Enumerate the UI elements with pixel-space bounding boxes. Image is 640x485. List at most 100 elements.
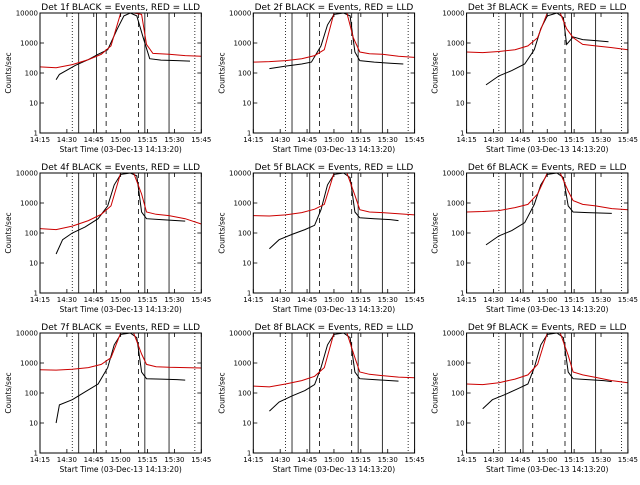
y-tick-label: 1 — [247, 130, 251, 138]
chart-title: Det 7f BLACK = Events, RED = LLD — [41, 323, 200, 333]
plot-frame — [466, 172, 629, 294]
y-tick-label: 1 — [247, 450, 251, 458]
lld-line — [253, 333, 415, 388]
x-tick-label: 14:30 — [270, 136, 290, 144]
x-tick-label: 15:15 — [351, 136, 371, 144]
x-tick-label: 15:30 — [591, 456, 611, 464]
chart-panel-7: Det 7f BLACK = Events, RED = LLD 1 10 100 10… — [4, 323, 211, 474]
y-tick-label: 10 — [242, 260, 251, 268]
x-tick-label: 14:30 — [483, 136, 503, 144]
chart-title: Det 1f BLACK = Events, RED = LLD — [41, 3, 200, 13]
lld-line — [253, 13, 415, 63]
y-tick-label: 10000 — [229, 170, 251, 178]
y-axis-label: Counts/sec — [217, 372, 226, 413]
events-line — [55, 173, 186, 255]
x-tick-label: 15:45 — [191, 136, 211, 144]
y-tick-label: 10 — [242, 100, 251, 108]
x-tick-label: 14:45 — [297, 296, 317, 304]
x-tick-label: 15:00 — [324, 136, 344, 144]
y-tick-label: 1 — [460, 290, 464, 298]
x-tick-label: 15:00 — [324, 456, 344, 464]
x-tick-label: 14:15 — [457, 136, 477, 144]
x-tick-label: 15:15 — [564, 136, 584, 144]
x-tick-label: 15:45 — [405, 136, 425, 144]
x-tick-label: 14:45 — [510, 136, 530, 144]
chart-panel-8: Det 8f BLACK = Events, RED = LLD 1 10 100 10… — [217, 323, 424, 474]
chart-panel-1: Det 1f BLACK = Events, RED = LLD 1 10 100 10… — [4, 3, 211, 154]
y-tick-label: 1000 — [447, 200, 465, 208]
x-tick-label: 14:15 — [30, 136, 50, 144]
lld-line — [466, 173, 628, 213]
x-tick-label: 14:30 — [57, 456, 77, 464]
y-tick-label: 100 — [25, 390, 38, 398]
x-axis-label: Start Time (03-Dec-13 14:13:20) — [59, 305, 181, 314]
y-tick-label: 10 — [29, 420, 38, 428]
x-axis-label: Start Time (03-Dec-13 14:13:20) — [59, 465, 181, 474]
y-tick-label: 100 — [25, 230, 38, 238]
x-tick-label: 14:45 — [84, 456, 104, 464]
x-tick-label: 15:00 — [537, 136, 557, 144]
x-tick-label: 14:45 — [84, 296, 104, 304]
plot-frame — [252, 332, 416, 454]
x-axis-label: Start Time (03-Dec-13 14:13:20) — [486, 465, 608, 474]
y-axis-label: Counts/sec — [431, 372, 440, 413]
x-tick-label: 15:00 — [111, 456, 131, 464]
y-tick-label: 10 — [29, 260, 38, 268]
x-axis-label: Start Time (03-Dec-13 14:13:20) — [273, 305, 395, 314]
y-tick-label: 1000 — [20, 200, 38, 208]
chart-title: Det 6f BLACK = Events, RED = LLD — [468, 163, 627, 173]
y-axis-label: Counts/sec — [4, 52, 13, 93]
x-tick-label: 15:30 — [591, 296, 611, 304]
lld-line — [466, 13, 628, 54]
y-tick-label: 10000 — [16, 170, 38, 178]
lld-line — [253, 173, 415, 217]
x-axis-label: Start Time (03-Dec-13 14:13:20) — [486, 145, 608, 154]
x-tick-label: 15:30 — [378, 296, 398, 304]
x-tick-label: 15:00 — [537, 456, 557, 464]
plot-frame — [252, 12, 416, 134]
y-tick-label: 100 — [451, 390, 464, 398]
chart-title: Det 3f BLACK = Events, RED = LLD — [468, 3, 627, 13]
y-tick-label: 100 — [451, 70, 464, 78]
events-line — [55, 13, 191, 80]
plot-frame — [39, 332, 202, 454]
x-tick-label: 15:00 — [324, 296, 344, 304]
y-tick-label: 10 — [29, 100, 38, 108]
y-tick-label: 10 — [456, 100, 465, 108]
x-tick-label: 15:00 — [537, 296, 557, 304]
y-tick-label: 1 — [34, 290, 38, 298]
x-tick-label: 15:15 — [351, 456, 371, 464]
x-tick-label: 15:45 — [191, 296, 211, 304]
x-tick-label: 14:15 — [457, 456, 477, 464]
y-tick-label: 1000 — [447, 40, 465, 48]
x-tick-label: 14:30 — [483, 296, 503, 304]
y-tick-label: 10000 — [16, 10, 38, 18]
y-tick-label: 10000 — [442, 10, 464, 18]
x-tick-label: 15:45 — [405, 296, 425, 304]
y-tick-label: 100 — [25, 70, 38, 78]
x-tick-label: 15:45 — [405, 456, 425, 464]
x-tick-label: 14:30 — [483, 456, 503, 464]
x-tick-label: 15:45 — [191, 456, 211, 464]
x-axis-label: Start Time (03-Dec-13 14:13:20) — [273, 465, 395, 474]
x-tick-label: 14:45 — [510, 296, 530, 304]
y-tick-label: 1000 — [447, 360, 465, 368]
x-tick-label: 15:45 — [618, 296, 638, 304]
chart-panel-9: Det 9f BLACK = Events, RED = LLD 1 10 100 10… — [431, 323, 638, 474]
y-axis-label: Counts/sec — [4, 212, 13, 253]
y-tick-label: 10000 — [442, 330, 464, 338]
chart-panel-5: Det 5f BLACK = Events, RED = LLD 1 10 100 10… — [217, 163, 424, 314]
chart-panel-2: Det 2f BLACK = Events, RED = LLD 1 10 100 10… — [217, 3, 424, 154]
x-axis-label: Start Time (03-Dec-13 14:13:20) — [273, 145, 395, 154]
x-tick-label: 15:30 — [378, 456, 398, 464]
events-line — [55, 333, 186, 424]
chart-title: Det 2f BLACK = Events, RED = LLD — [255, 3, 414, 13]
y-tick-label: 1 — [34, 450, 38, 458]
x-tick-label: 15:15 — [137, 456, 157, 464]
y-tick-label: 10 — [456, 260, 465, 268]
chart-title: Det 5f BLACK = Events, RED = LLD — [255, 163, 414, 173]
events-line — [269, 13, 404, 70]
events-line — [269, 173, 399, 250]
chart-title: Det 9f BLACK = Events, RED = LLD — [468, 323, 627, 333]
x-tick-label: 15:15 — [564, 296, 584, 304]
